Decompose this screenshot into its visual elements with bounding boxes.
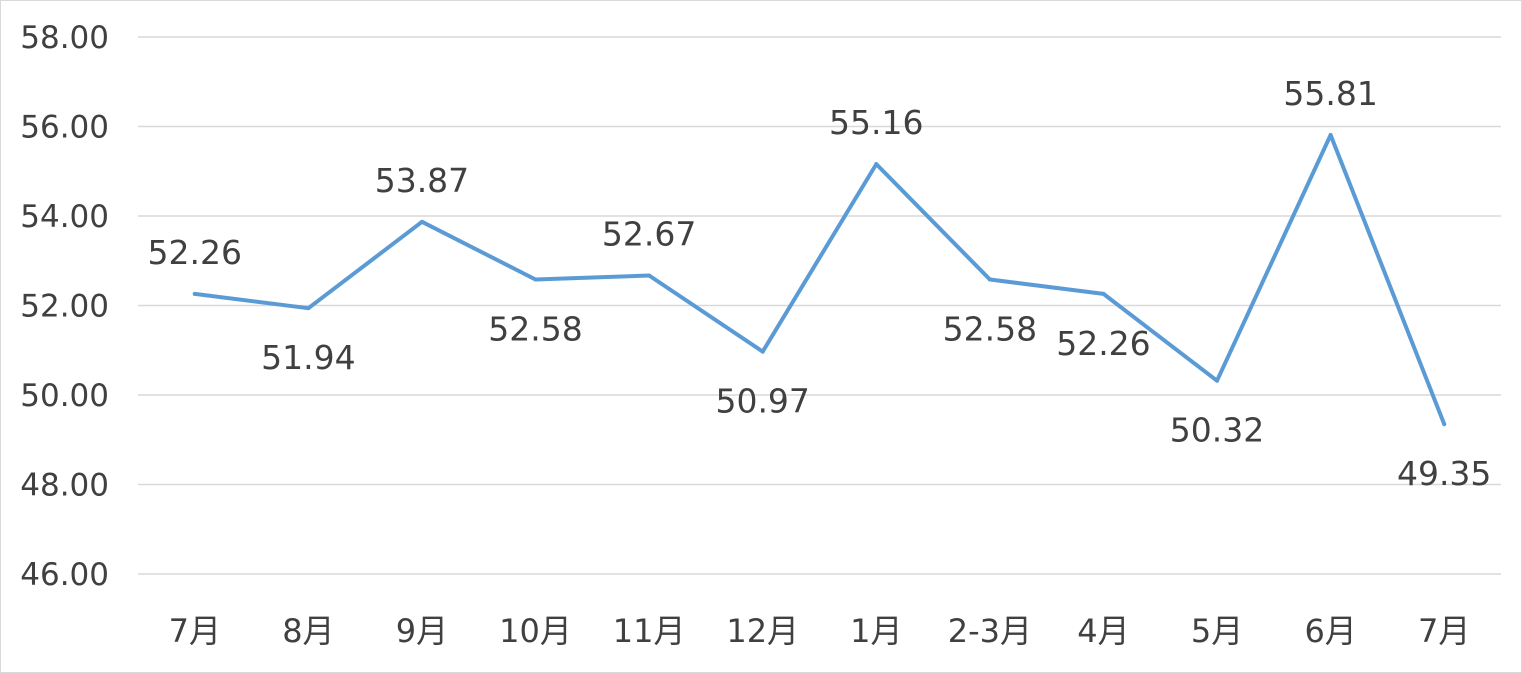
x-tick-label: 4月 (1077, 612, 1129, 650)
data-label: 52.58 (488, 310, 582, 349)
y-tick-label: 56.00 (20, 110, 109, 146)
data-label: 52.26 (1056, 324, 1150, 363)
y-tick-label: 58.00 (20, 20, 109, 56)
x-axis-ticks: 7月 8月 9月 10月 11月 12月 1月 2-3月 4月 5月 6月 7月 (169, 612, 1471, 650)
data-point (306, 306, 311, 311)
x-tick-label: 8月 (282, 612, 334, 650)
y-tick-label: 46.00 (20, 557, 109, 593)
x-tick-label: 9月 (396, 612, 448, 650)
data-point (987, 277, 992, 282)
y-tick-label: 48.00 (20, 468, 109, 504)
x-tick-label: 11月 (613, 612, 686, 650)
x-tick-label: 12月 (726, 612, 799, 650)
data-label: 52.58 (943, 310, 1037, 349)
data-point (533, 277, 538, 282)
data-point (1215, 378, 1220, 383)
y-tick-label: 52.00 (20, 289, 109, 325)
gridlines (138, 36, 1501, 575)
data-labels: 52.26 51.94 53.87 52.58 52.67 50.97 55.16 52.58… (148, 74, 1492, 493)
series-line (192, 133, 1447, 427)
data-label: 55.81 (1283, 74, 1377, 113)
x-tick-label: 1月 (850, 612, 902, 650)
x-tick-label: 6月 (1304, 612, 1356, 650)
data-point (760, 349, 765, 354)
data-point (1442, 422, 1447, 427)
data-label: 52.26 (148, 233, 242, 272)
x-tick-label: 7月 (1418, 612, 1470, 650)
y-tick-label: 54.00 (20, 199, 109, 235)
data-label: 51.94 (261, 338, 355, 377)
x-tick-label: 7月 (169, 612, 221, 650)
data-point (419, 219, 424, 224)
data-point (192, 291, 197, 296)
data-label: 50.97 (715, 382, 809, 421)
data-point (874, 162, 879, 167)
data-label: 49.35 (1397, 454, 1491, 493)
data-point (1101, 291, 1106, 296)
data-label: 50.32 (1170, 411, 1264, 450)
data-point (1328, 133, 1333, 138)
x-tick-label: 10月 (499, 612, 572, 650)
data-label: 55.16 (829, 103, 923, 142)
data-label: 53.87 (375, 161, 469, 200)
y-tick-label: 50.00 (20, 378, 109, 414)
y-axis-ticks: 46.00 48.00 50.00 52.00 54.00 56.00 58.00 (20, 20, 109, 593)
data-label: 52.67 (602, 215, 696, 254)
x-tick-label: 2-3月 (948, 612, 1032, 650)
x-tick-label: 5月 (1191, 612, 1243, 650)
series-layer (192, 133, 1447, 427)
data-point (647, 273, 652, 278)
